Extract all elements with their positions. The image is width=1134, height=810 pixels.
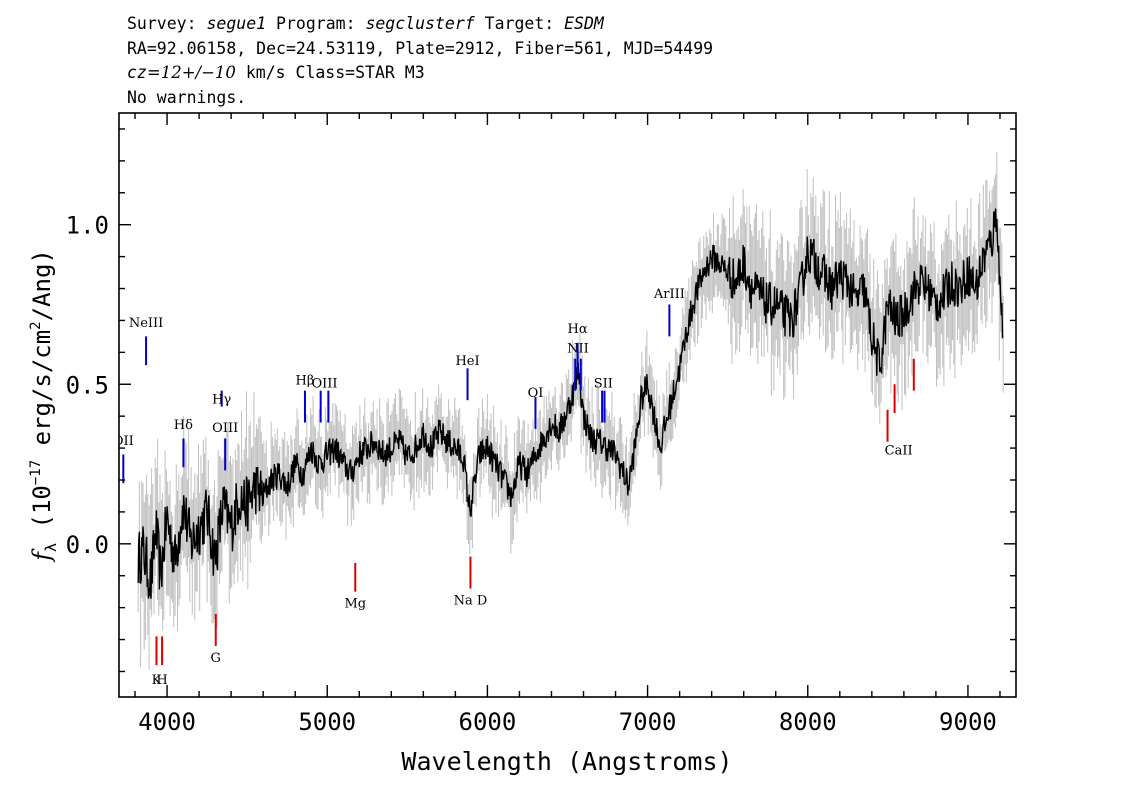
program-label: Program:	[266, 14, 366, 33]
y-tick-label: 0.5	[66, 371, 109, 399]
emission-line-label: NII	[567, 341, 589, 356]
program-value: segclusterf	[365, 14, 475, 33]
y-tick-label: 0.0	[66, 531, 109, 559]
x-tick-label: 9000	[939, 708, 997, 736]
emission-line-label: NeIII	[129, 316, 163, 331]
absorption-line-label: Mg	[344, 597, 366, 612]
spectrum-header: Survey: segue1 Program: segclusterf Targ…	[127, 12, 713, 110]
y-tick-label: 1.0	[66, 212, 109, 240]
header-line-coords: RA=92.06158, Dec=24.53119, Plate=2912, F…	[127, 38, 714, 58]
emission-line-label: Hδ	[174, 418, 193, 433]
absorption-line-label: K	[152, 673, 162, 688]
target-label: Target:	[474, 14, 565, 33]
plot-frame	[118, 112, 1017, 698]
x-axis: 4000 5000 6000 7000 8000 9000	[134, 113, 1001, 736]
absorption-line-label: Na D	[454, 593, 488, 608]
y-label-main: (10	[28, 485, 56, 543]
emission-line-label: OII	[113, 434, 134, 449]
absorption-line-label: G	[211, 651, 221, 666]
emission-line-label: ArIII	[653, 287, 685, 302]
emission-line-label: Hβ	[296, 373, 315, 388]
cz-value: =12+/−10	[146, 63, 236, 82]
x-tick-label: 4000	[138, 708, 196, 736]
x-tick-label: 6000	[459, 708, 517, 736]
line-annotations: NeIIIOIIHδHγOIIIHβOIIIHeIOINIIHαSIIArIII…	[113, 287, 915, 688]
x-tick-label: 5000	[298, 708, 356, 736]
y-axis-label: fλ (10−17 erg/s/cm2/Ang)	[28, 249, 60, 563]
cz-label: cz	[127, 63, 147, 82]
x-tick-label: 8000	[779, 708, 837, 736]
emission-line-label: Hα	[568, 322, 588, 337]
emission-line-label: OIII	[212, 421, 238, 436]
spectrum-series	[137, 208, 1004, 599]
x-tick-label: 7000	[619, 708, 677, 736]
spectrum-line	[137, 208, 1004, 599]
y-label-unit: erg/s/cm	[28, 330, 56, 460]
class-value: km/s Class=STAR M3	[235, 63, 425, 82]
emission-line-label: SII	[594, 376, 613, 391]
target-value: ESDM	[564, 14, 604, 33]
header-line-survey: Survey: segue1 Program: segclusterf Targ…	[127, 12, 713, 37]
header-line-redshift: cz=12+/−10 km/s Class=STAR M3	[127, 61, 713, 86]
y-label-end: /Ang)	[28, 249, 56, 321]
y-axis: 0.0 0.5 1.0	[66, 128, 1016, 673]
y-label-exponent2: 2	[28, 321, 44, 329]
header-line-warnings: No warnings.	[127, 87, 247, 107]
absorption-line-label: H	[156, 673, 167, 688]
emission-line-label: Hγ	[212, 392, 231, 407]
emission-line-label: OIII	[311, 376, 337, 391]
emission-line-label: OI	[528, 386, 544, 401]
survey-label: Survey:	[127, 14, 207, 33]
x-axis-label: Wavelength (Angstroms)	[401, 747, 732, 776]
y-label-lambda: λ	[42, 543, 60, 552]
absorption-line-label: CaII	[885, 443, 913, 458]
survey-value: segue1	[206, 14, 267, 33]
emission-line-label: HeI	[455, 354, 479, 369]
y-label-exponent: −17	[28, 460, 44, 485]
